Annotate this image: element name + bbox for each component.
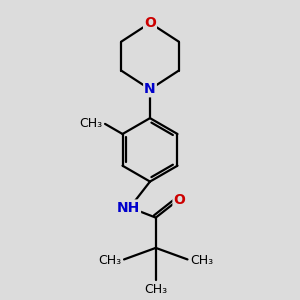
Text: N: N xyxy=(144,82,156,96)
Text: CH₃: CH₃ xyxy=(144,283,167,296)
Text: CH₃: CH₃ xyxy=(98,254,121,267)
Text: O: O xyxy=(173,193,185,207)
Text: O: O xyxy=(144,16,156,30)
Text: CH₃: CH₃ xyxy=(190,254,214,267)
Text: CH₃: CH₃ xyxy=(80,117,103,130)
Text: NH: NH xyxy=(117,200,140,214)
